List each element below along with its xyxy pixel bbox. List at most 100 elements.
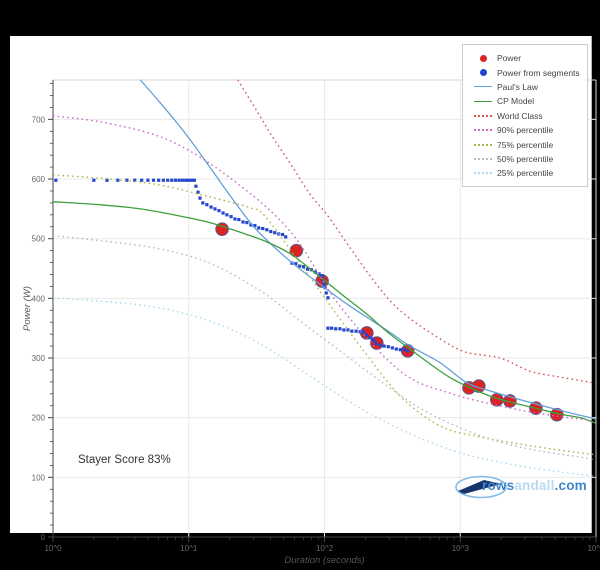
data-point-power-from-segments bbox=[284, 235, 288, 239]
data-point-power-from-segments bbox=[194, 184, 198, 188]
data-point-power-from-segments bbox=[261, 226, 265, 231]
legend-label: 75% percentile bbox=[497, 139, 554, 150]
logo-text-rows: rows bbox=[482, 478, 515, 493]
data-point-power-from-segments bbox=[190, 178, 194, 182]
data-point-power-from-segments bbox=[305, 267, 310, 271]
series-line-90-percentile bbox=[52, 115, 596, 422]
rowsandall-logo[interactable]: rowsandall.com bbox=[451, 471, 591, 501]
data-point-power-from-segments bbox=[361, 330, 365, 334]
legend-line-icon bbox=[474, 157, 492, 160]
legend-item-power-from-segments[interactable]: Power from segments bbox=[463, 65, 587, 79]
logo-text-andall: andall bbox=[514, 478, 555, 493]
legend-label: 50% percentile bbox=[497, 153, 554, 164]
data-point-power-from-segments bbox=[166, 178, 170, 182]
y-axis-title: Power (W) bbox=[22, 286, 33, 331]
data-point-power-from-segments bbox=[196, 190, 200, 194]
y-tick-label: 600 bbox=[32, 175, 46, 184]
data-point-power-from-segments bbox=[394, 347, 398, 351]
y-tick-label: 200 bbox=[32, 414, 46, 423]
legend-marker-75-percentile bbox=[473, 143, 493, 146]
legend-line-icon bbox=[474, 114, 492, 117]
data-point-power-from-segments bbox=[370, 337, 374, 341]
x-tick-label: 10^1 bbox=[180, 544, 198, 553]
data-point-power-from-segments bbox=[201, 201, 205, 205]
data-point-power-from-segments bbox=[180, 178, 185, 182]
data-point-power-from-segments bbox=[398, 348, 402, 352]
data-point-power-from-segments bbox=[221, 211, 225, 215]
data-point-power-from-segments bbox=[342, 328, 346, 332]
y-tick-label: 100 bbox=[32, 473, 46, 482]
data-point-power-from-segments bbox=[322, 282, 326, 286]
data-point-power-from-segments bbox=[229, 215, 233, 219]
legend-item-paul-s-law[interactable]: Paul's Law bbox=[463, 80, 587, 94]
x-tick-label: 10^0 bbox=[44, 544, 62, 553]
data-point-power-from-segments bbox=[133, 178, 137, 182]
legend-item-25-percentile[interactable]: 25% percentile bbox=[463, 166, 587, 180]
data-point-power-from-segments bbox=[184, 178, 188, 182]
legend-label: Paul's Law bbox=[497, 81, 538, 92]
stayer-score-annotation: Stayer Score 83% bbox=[78, 454, 171, 466]
data-point-power-from-segments bbox=[161, 178, 165, 182]
data-point-power-from-segments bbox=[187, 178, 191, 182]
data-point-power-from-segments bbox=[140, 178, 144, 182]
data-point-power-from-segments bbox=[245, 220, 249, 225]
data-point-power-from-segments bbox=[372, 339, 376, 343]
data-point-power-from-segments bbox=[192, 178, 196, 182]
data-point-power-from-segments bbox=[146, 178, 150, 182]
legend-marker-world-class bbox=[473, 114, 493, 117]
legend-item-50-percentile[interactable]: 50% percentile bbox=[463, 152, 587, 166]
legend-item-90-percentile[interactable]: 90% percentile bbox=[463, 123, 587, 137]
data-point-power-from-segments bbox=[405, 349, 409, 353]
legend-item-power[interactable]: Power bbox=[463, 51, 587, 65]
legend-line-icon bbox=[474, 100, 492, 102]
data-point-power-from-segments bbox=[326, 296, 330, 300]
data-point-power-from-segments bbox=[330, 326, 334, 330]
legend-item-75-percentile[interactable]: 75% percentile bbox=[463, 137, 587, 151]
data-point-power-from-segments bbox=[324, 291, 328, 295]
y-tick-label: 500 bbox=[32, 235, 46, 244]
data-point-power-from-segments bbox=[338, 327, 342, 331]
data-point-power-from-segments bbox=[350, 329, 354, 333]
series-line-75-percentile bbox=[52, 174, 596, 456]
legend-dot-icon bbox=[479, 69, 487, 77]
data-point-power-from-segments bbox=[217, 209, 221, 213]
data-point-power-from-segments bbox=[205, 203, 209, 207]
x-tick-label: 10^4 bbox=[587, 544, 600, 553]
data-point-power-from-segments bbox=[92, 178, 96, 182]
data-point-power-from-segments bbox=[354, 329, 358, 333]
data-point-power-from-segments bbox=[402, 348, 407, 352]
data-point-power-from-segments bbox=[320, 274, 324, 278]
data-point-power-from-segments bbox=[151, 178, 156, 182]
chart-legend: Power Power from segments Paul's Law CP Mod… bbox=[462, 44, 588, 187]
data-point-power-from-segments bbox=[253, 223, 257, 228]
data-point-power-from-segments bbox=[367, 335, 371, 339]
data-point-power-from-segments bbox=[249, 223, 253, 227]
legend-label: 90% percentile bbox=[497, 125, 554, 136]
y-tick-label: 700 bbox=[32, 115, 46, 124]
x-axis-title: Duration (seconds) bbox=[284, 555, 364, 566]
legend-label: CP Model bbox=[497, 96, 535, 107]
series-line-50-percentile bbox=[52, 235, 596, 461]
data-point-power-from-segments bbox=[334, 327, 338, 331]
legend-label: World Class bbox=[497, 110, 543, 121]
y-tick-label: 300 bbox=[32, 354, 46, 363]
data-point-power-from-segments bbox=[269, 229, 273, 234]
legend-item-world-class[interactable]: World Class bbox=[463, 109, 587, 123]
chart-canvas: 10^0 10^1 10^2 10^3 10^4 0 100 200 300 400 500 600 7… bbox=[22, 79, 600, 566]
series-line-25-percentile bbox=[52, 297, 596, 477]
data-point-power-from-segments bbox=[209, 205, 213, 209]
x-tick-label: 10^3 bbox=[452, 544, 470, 553]
data-point-power-from-segments bbox=[378, 343, 382, 347]
data-point-power bbox=[215, 222, 229, 236]
data-point-power-from-segments bbox=[241, 220, 245, 224]
data-point-power-from-segments bbox=[358, 330, 362, 334]
data-point-power-from-segments bbox=[257, 226, 261, 230]
legend-item-cp-model[interactable]: CP Model bbox=[463, 94, 587, 108]
data-point-power-from-segments bbox=[177, 178, 181, 182]
legend-marker-power-from-segments bbox=[473, 69, 493, 77]
data-point-power-from-segments bbox=[298, 264, 302, 268]
legend-marker-power bbox=[473, 54, 493, 62]
data-point-power-from-segments bbox=[390, 346, 394, 350]
legend-line-icon bbox=[474, 129, 492, 132]
